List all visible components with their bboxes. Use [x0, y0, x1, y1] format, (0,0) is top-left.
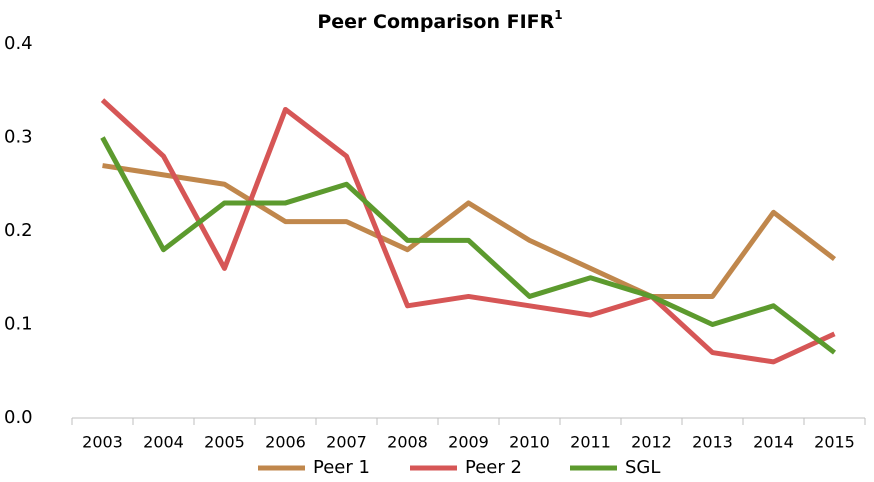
- chart-title: Peer Comparison FIFR1: [317, 8, 562, 33]
- series-line: [102, 163, 837, 299]
- legend-label: Peer 2: [465, 457, 522, 478]
- x-tick-label: 2005: [204, 433, 245, 452]
- x-tick-label: 2010: [509, 433, 550, 452]
- x-tick-label: 2003: [82, 433, 123, 452]
- y-tick-label: 0.2: [4, 220, 33, 241]
- x-tick-label: 2011: [570, 433, 611, 452]
- x-tick-label: 2004: [143, 433, 184, 452]
- x-tick-label: 2015: [814, 433, 855, 452]
- x-tick-label: 2009: [448, 433, 489, 452]
- y-tick-label: 0.0: [4, 407, 33, 428]
- x-tick-label: 2007: [326, 433, 367, 452]
- title-text: Peer Comparison FIFR: [317, 11, 554, 33]
- legend-label: Peer 1: [313, 457, 370, 478]
- y-tick-label: 0.4: [4, 33, 33, 54]
- x-tick-label: 2014: [753, 433, 794, 452]
- series-line: [100, 98, 836, 365]
- x-tick-label: 2008: [387, 433, 428, 452]
- x-tick-label: 2006: [265, 433, 306, 452]
- y-tick-label: 0.3: [4, 127, 33, 148]
- y-tick-label: 0.1: [4, 314, 33, 335]
- legend-label: SGL: [625, 457, 660, 478]
- x-tick-label: 2012: [631, 433, 672, 452]
- series-line: [100, 136, 837, 355]
- x-tick-label: 2013: [692, 433, 733, 452]
- title-superscript: 1: [554, 8, 562, 22]
